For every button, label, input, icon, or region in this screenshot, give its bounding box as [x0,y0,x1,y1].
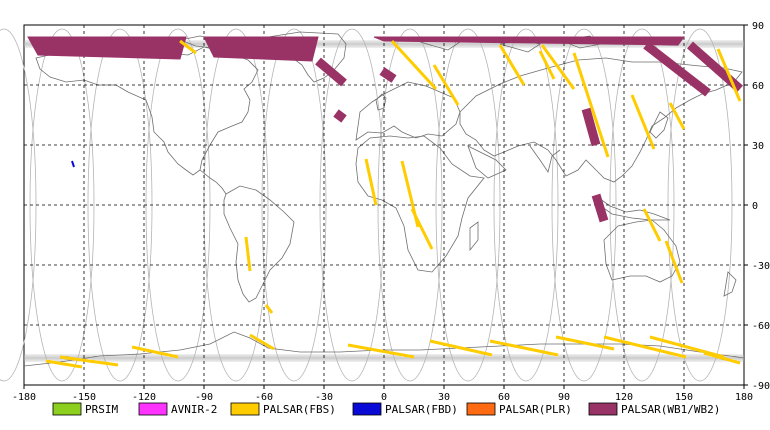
lon-tick-label: 120 [615,392,633,403]
palsar-fbs-footprint [668,102,686,130]
japan-coastline [649,111,669,139]
legend-label: PALSAR(PLR) [499,403,572,416]
lat-tick-label: -30 [752,261,770,272]
palsar-fbs-footprint [572,52,610,158]
lon-tick-label: -30 [315,392,333,403]
legend-swatch [588,402,618,416]
palsar-fbs-footprint [244,236,252,272]
lon-tick-label: 150 [675,392,693,403]
palsar-fbs-footprint [540,44,576,90]
palsar-fbs-footprint [179,39,197,55]
indonesia-coastline [595,195,671,221]
palsar-fbs-footprint [630,94,656,150]
lon-tick-label: -120 [132,392,156,403]
palsar-wb-footprint [591,193,609,223]
lon-tick-label: -180 [12,392,36,403]
lon-tick-label: 90 [558,392,570,403]
sensor-legend: PRSIM AVNIR-2 PALSAR(FBS) PALSAR(FBD) PALSAR… [52,402,720,416]
palsar-wb-footprint [373,36,685,46]
legend-label: AVNIR-2 [171,403,217,416]
central-america-coastline [199,169,227,195]
palsar-fbs-footprint [410,208,434,250]
palsar-fbs-footprint [390,39,438,91]
lat-tick-label: 0 [752,201,758,212]
palsar-fbs-footprint [59,355,119,367]
lat-tick-label: 30 [752,141,764,152]
legend-swatch [52,402,82,416]
lon-tick-label: -60 [255,392,273,403]
palsar-wb-footprint [379,67,397,83]
legend-swatch [138,402,168,416]
legend-label: PRSIM [85,403,118,416]
palsar-fbs-footprint [703,351,741,365]
palsar-fbs-footprint [249,333,275,351]
palsar-fbs-footprint [716,48,742,102]
palsar-fbs-footprint [603,335,687,359]
lon-tick-label: -150 [72,392,96,403]
palsar-fbs-footprint [664,240,684,284]
longitude-ticks: -180 -150 -120 -90 -60 -30 0 30 60 90 120 150 180 [12,385,753,403]
palsar-fbs-footprint [538,50,556,80]
palsar-fbs-footprint [131,345,179,359]
observation-footprints [27,36,743,369]
lat-lon-grid [24,25,744,385]
latitude-ticks: 90 60 30 0 -30 -60 -90 [744,21,770,392]
legend-swatch [466,402,496,416]
uk-coastline [375,93,387,111]
lon-tick-label: 60 [498,392,510,403]
lat-tick-label: -90 [752,381,770,392]
palsar-wb-footprint [581,107,601,147]
asia-coastline [459,57,743,183]
palsar-fbs-footprint [432,64,460,106]
palsar-wb-footprint [333,109,347,123]
palsar-fbs-footprint [429,339,493,357]
lon-tick-label: -90 [195,392,213,403]
india-coastline [529,145,561,173]
lat-tick-label: -60 [752,321,770,332]
lon-tick-label: 0 [381,392,387,403]
palsar-fbs-footprint [364,158,378,206]
south-america-coastline [223,185,295,303]
palsar-fbs-footprint [642,208,662,242]
palsar-fbs-footprint [347,343,415,359]
legend-label: PALSAR(FBD) [385,403,458,416]
palsar-wb-footprint [315,57,347,87]
lon-tick-label: 30 [438,392,450,403]
legend-label: PALSAR(FBS) [263,403,336,416]
lat-tick-label: 90 [752,21,764,32]
palsar-wb-footprint [643,41,711,97]
palsar-fbd-footprint [71,160,75,168]
palsar-fbs-footprint [489,339,559,357]
lat-tick-label: 60 [752,81,764,92]
legend-swatch [352,402,382,416]
arabia-coastline [467,145,507,179]
legend-swatch [230,402,260,416]
legend-label: PALSAR(WB1/WB2) [621,403,720,416]
africa-coastline [355,135,485,273]
madagascar-coastline [469,221,479,252]
palsar-fbs-footprint [264,304,274,314]
palsar-wb-footprint [27,36,187,60]
palsar-fbs-footprint [555,335,615,351]
new-zealand-coastline [723,271,737,297]
lon-tick-label: 180 [735,392,753,403]
palsar-wb-footprint [203,36,319,62]
palsar-fbs-footprint [498,44,526,86]
palsar-fbs-footprint [45,359,83,369]
